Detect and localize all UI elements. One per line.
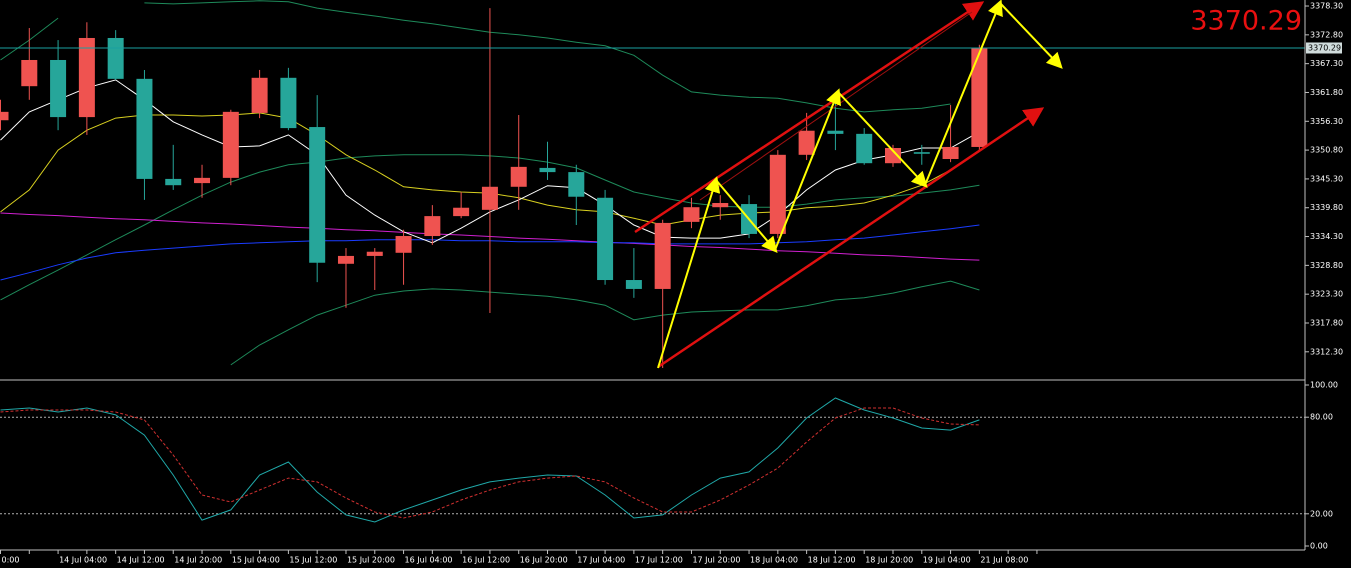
candle-body (481, 186, 498, 210)
line-series (144, 0, 951, 113)
x-tick-label: 0:00 (2, 556, 20, 565)
candle-body (395, 236, 412, 253)
channel-top (634, 1, 985, 234)
x-tick-label: 14 Jul 04:00 (59, 556, 107, 565)
x-tick-label: 14 Jul 20:00 (174, 556, 222, 565)
line-series (0, 407, 980, 519)
x-tick-label: 16 Jul 20:00 (520, 556, 568, 565)
candle-body (712, 203, 729, 208)
candle-body (769, 154, 786, 234)
y-tick-label: 0.00 (1310, 542, 1328, 551)
y-tick-label: 80.00 (1310, 413, 1333, 422)
candle-body (251, 77, 268, 113)
candle-body (366, 251, 383, 256)
x-tick-label: 15 Jul 20:00 (347, 556, 395, 565)
candle-body (50, 59, 67, 118)
candle-body (884, 148, 901, 164)
x-tick-label: 21 Jul 08:00 (980, 556, 1028, 565)
x-tick-label: 16 Jul 04:00 (405, 556, 453, 565)
x-tick-label: 15 Jul 04:00 (232, 556, 280, 565)
candle-body (827, 130, 844, 134)
y-tick-label: 3361.80 (1310, 88, 1343, 97)
zigzag (715, 179, 778, 254)
zigzag (657, 176, 721, 369)
y-tick-label: 20.00 (1310, 509, 1333, 518)
candle-body (194, 177, 211, 184)
candle-body (856, 133, 873, 164)
current-price-label: 3370.29 (1308, 43, 1341, 52)
candle-body (222, 111, 239, 178)
x-tick-label: 15 Jul 12:00 (289, 556, 337, 565)
y-tick-label: 3378.30 (1310, 2, 1343, 11)
y-tick-label: 3356.30 (1310, 117, 1343, 126)
x-tick-label: 19 Jul 04:00 (923, 556, 971, 565)
candle-body (683, 207, 700, 222)
candle-body (21, 59, 38, 87)
candle-body (798, 130, 815, 155)
candle-body (913, 152, 930, 154)
candle-body (453, 207, 470, 217)
zigzag (999, 2, 1063, 69)
y-tick-label: 3339.80 (1310, 203, 1343, 212)
x-tick-label: 18 Jul 04:00 (750, 556, 798, 565)
candle-body (337, 255, 354, 264)
annotations (634, 0, 1063, 369)
candle-body (136, 78, 153, 179)
line-series (230, 280, 980, 366)
current-price-box (1306, 42, 1342, 54)
candle-body (942, 146, 959, 160)
price-big: 3370.29 (1190, 6, 1302, 37)
zigzag (924, 0, 1003, 186)
zigzag (774, 88, 841, 251)
x-tick-label: 18 Jul 12:00 (808, 556, 856, 565)
line-series (0, 397, 980, 523)
candle-body (78, 37, 95, 118)
y-tick-label: 3317.80 (1310, 318, 1343, 327)
candle-body (971, 47, 988, 147)
x-tick-label: 18 Jul 20:00 (865, 556, 913, 565)
candle-body (539, 167, 556, 173)
plot-area (0, 0, 1305, 523)
candle-body (0, 111, 9, 121)
channel-bottom (657, 107, 1045, 369)
y-tick-label: 3350.80 (1310, 146, 1343, 155)
x-tick-label: 17 Jul 12:00 (635, 556, 683, 565)
candle-body (510, 166, 527, 187)
y-tick-label: 100.00 (1310, 381, 1338, 390)
zigzag (837, 91, 928, 188)
x-tick-label: 16 Jul 12:00 (462, 556, 510, 565)
y-tick-label: 3372.80 (1310, 30, 1343, 39)
y-tick-label: 3334.30 (1310, 232, 1343, 241)
x-tick-label: 14 Jul 12:00 (117, 556, 165, 565)
y-tick-label: 3345.30 (1310, 174, 1343, 183)
candle-body (568, 172, 585, 197)
x-tick-label: 17 Jul 20:00 (692, 556, 740, 565)
candle-body (597, 197, 614, 281)
y-tick-label: 3328.80 (1310, 261, 1343, 270)
y-tick-label: 3323.30 (1310, 290, 1343, 299)
y-tick-label: 3312.30 (1310, 347, 1343, 356)
candle-body (424, 216, 441, 237)
candle-body (107, 37, 124, 79)
y-tick-label: 3367.30 (1310, 59, 1343, 68)
candle-body (309, 127, 326, 263)
x-tick-label: 17 Jul 04:00 (577, 556, 625, 565)
candle-body (280, 77, 297, 129)
candle-body (625, 280, 642, 289)
candle-body (654, 222, 671, 289)
candle-body (165, 178, 182, 186)
